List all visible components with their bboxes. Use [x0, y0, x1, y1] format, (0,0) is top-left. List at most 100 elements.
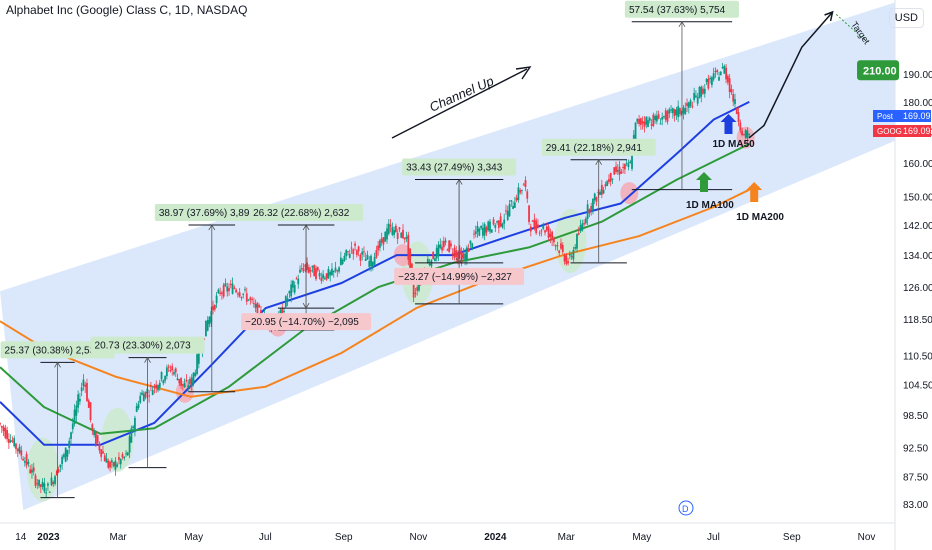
candle-body — [293, 284, 296, 293]
measure-rise-label: 20.73 (23.30%) 2,073 — [95, 341, 192, 352]
candle-body — [490, 229, 493, 233]
candle-body — [224, 283, 227, 286]
candle-body — [435, 247, 438, 259]
candle-body — [36, 483, 39, 485]
candle-body — [581, 223, 584, 231]
candle-body — [625, 162, 628, 164]
x-tick-label: Jul — [259, 532, 272, 543]
x-tick-label: Sep — [335, 532, 353, 543]
candle-body — [405, 236, 408, 239]
candle-body — [212, 306, 214, 311]
measure-rise-label-box — [0, 341, 115, 359]
candle-body — [643, 121, 646, 127]
candle-body — [116, 464, 119, 467]
candle-body — [616, 169, 619, 172]
candle-body — [125, 453, 127, 455]
measure-rise-label: 25.37 (30.38%) 2,537 — [5, 345, 102, 356]
goog-price-tag — [873, 125, 931, 137]
candle-body — [295, 278, 298, 280]
measure-arrowhead — [208, 224, 216, 231]
candle-body — [723, 65, 726, 74]
candle-body — [647, 120, 649, 127]
candle-body — [414, 292, 417, 294]
candle-body — [485, 227, 488, 233]
candle-body — [602, 189, 605, 194]
candle-body — [524, 180, 527, 188]
candle-body — [245, 293, 248, 302]
candle-body — [64, 447, 67, 462]
candle-body — [556, 245, 559, 247]
candle-body — [228, 288, 230, 292]
candle-body — [682, 107, 685, 114]
candle-body — [107, 460, 110, 468]
candle-body — [205, 320, 207, 337]
candle-body — [213, 304, 216, 310]
candle-body — [597, 192, 600, 194]
projection-path — [748, 11, 834, 139]
candle-body — [153, 385, 156, 388]
candle-body — [382, 237, 385, 245]
candle-body — [455, 250, 458, 257]
channel-up-band — [0, 2, 895, 511]
candle-body — [698, 87, 701, 98]
candle-body — [494, 225, 497, 229]
candle-body — [508, 204, 511, 217]
candle-body — [386, 228, 388, 240]
candle-body — [118, 457, 120, 460]
measure-drop-label: −23.27 (−14.99%) −2,327 — [398, 272, 512, 283]
candle-body — [483, 224, 486, 236]
ma200-label: 1D MA200 — [736, 212, 784, 223]
candle-body — [552, 238, 555, 243]
candle-body — [96, 435, 99, 443]
candle-body — [169, 370, 172, 372]
candle-body — [526, 191, 529, 199]
candle-body — [338, 267, 340, 272]
candle-body — [510, 200, 513, 202]
candle-body — [318, 273, 321, 277]
candle-body — [229, 284, 232, 286]
x-tick-label: 2024 — [484, 532, 507, 543]
candle-body — [540, 230, 543, 232]
candle-body — [554, 245, 557, 247]
candle-body — [565, 255, 568, 265]
candle-body — [522, 184, 525, 186]
candle-body — [158, 382, 161, 388]
candle-body — [148, 395, 151, 397]
candle-body — [679, 108, 681, 115]
candle-body — [315, 268, 317, 280]
candle-body — [590, 206, 593, 211]
candle-body — [629, 161, 632, 164]
candle-body — [236, 293, 239, 295]
candle-body — [387, 223, 390, 234]
candle-body — [173, 372, 175, 375]
candle-body — [742, 134, 745, 136]
candle-body — [567, 261, 569, 264]
candle-body — [631, 155, 633, 169]
candle-body — [450, 243, 452, 247]
candle-body — [696, 97, 699, 104]
candle-body — [650, 124, 653, 126]
candle-body — [75, 405, 78, 416]
candle-body — [297, 278, 300, 285]
candle-body — [313, 265, 316, 277]
candle-body — [473, 233, 475, 235]
candle-body — [434, 258, 436, 262]
candle-body — [160, 371, 163, 380]
y-tick-label: 104.50 — [903, 380, 932, 391]
candle-body — [233, 287, 236, 289]
candle-body — [132, 426, 135, 429]
candle-body — [675, 109, 678, 115]
candle-body — [82, 379, 85, 386]
candle-body — [9, 440, 12, 443]
candle-body — [91, 424, 94, 431]
candle-body — [725, 67, 728, 80]
candle-body — [286, 298, 289, 302]
measure-drop-label: −20.95 (−14.70%) −2,095 — [245, 317, 359, 328]
candle-body — [677, 106, 680, 117]
candle-body — [730, 89, 733, 93]
candle-body — [471, 243, 474, 249]
candle-body — [292, 280, 294, 288]
candle-body — [93, 431, 95, 435]
